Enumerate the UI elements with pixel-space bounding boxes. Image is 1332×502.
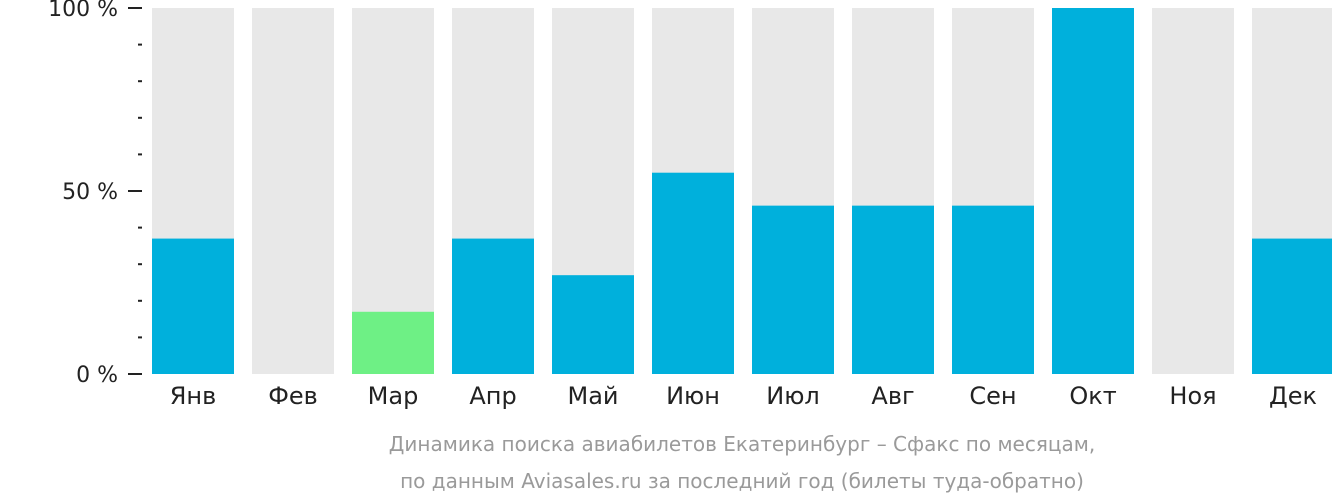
x-tick-label: Окт (1069, 382, 1116, 410)
bar (452, 238, 534, 374)
bar (652, 172, 734, 374)
bar-background (252, 8, 334, 374)
y-tick-label: 50 % (62, 180, 118, 205)
bar (1252, 238, 1332, 374)
x-tick-label: Дек (1269, 382, 1317, 410)
bar (952, 205, 1034, 374)
bars (152, 8, 1332, 374)
bar (152, 238, 234, 374)
x-tick-label: Апр (469, 382, 516, 410)
bar (852, 205, 934, 374)
bar (552, 275, 634, 374)
y-tick-label: 0 % (76, 363, 118, 388)
x-axis-labels: Янв Фев Мар Апр Май Июн Июл Авг Сен Окт Ноя Дек (170, 382, 1317, 410)
x-tick-label: Янв (170, 382, 217, 410)
x-tick-label: Мар (368, 382, 419, 410)
bar-background (1152, 8, 1234, 374)
x-tick-label: Ноя (1169, 382, 1216, 410)
chart-caption-line-1: Динамика поиска авиабилетов Екатеринбург… (389, 432, 1095, 456)
x-tick-label: Июн (666, 382, 720, 410)
bar (352, 311, 434, 374)
bar (1052, 8, 1134, 374)
bar (752, 205, 834, 374)
y-tick-label: 100 % (48, 0, 118, 22)
y-axis: 0 % 50 % 100 % (48, 0, 142, 388)
x-tick-label: Июл (766, 382, 820, 410)
x-tick-label: Май (567, 382, 618, 410)
x-tick-label: Сен (969, 382, 1016, 410)
x-tick-label: Фев (268, 382, 318, 410)
chart-caption-line-2: по данным Aviasales.ru за последний год … (400, 469, 1084, 493)
x-tick-label: Авг (871, 382, 914, 410)
